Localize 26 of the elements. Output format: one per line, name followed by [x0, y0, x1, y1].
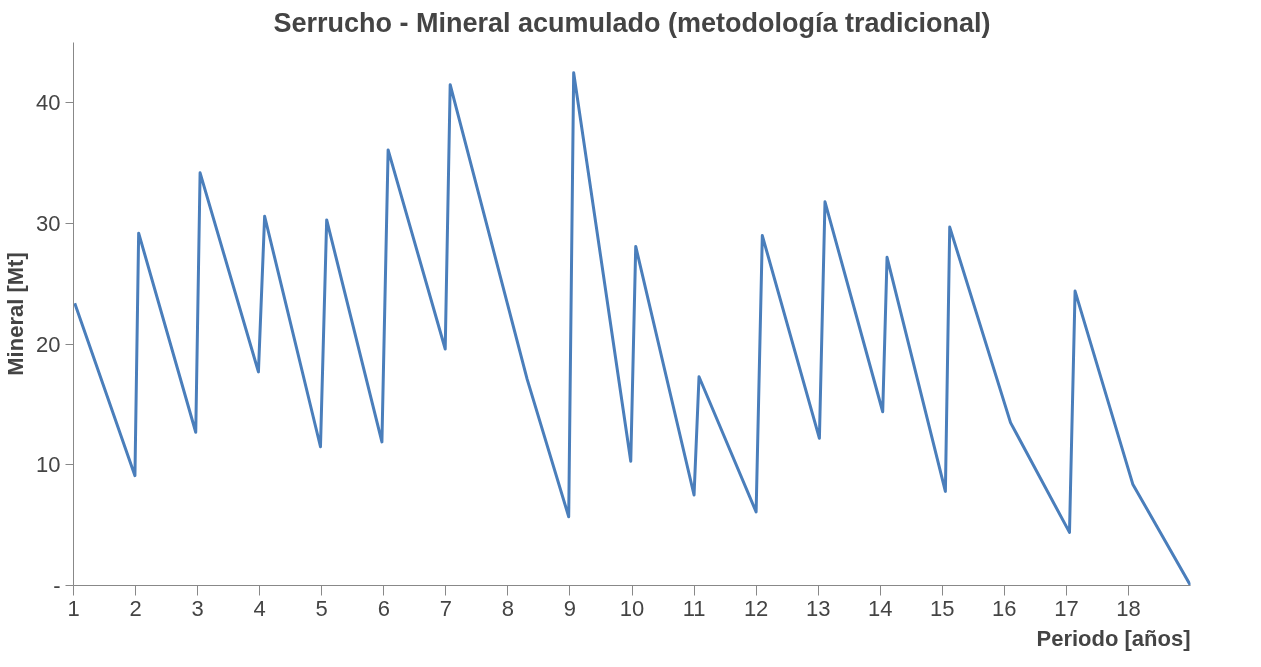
x-tick-label: 3	[191, 595, 204, 621]
y-axis-title: Mineral [Mt]	[3, 252, 29, 376]
x-tick-label: 6	[377, 595, 390, 621]
y-tick-label: 10	[36, 452, 61, 478]
x-tick-label: 5	[315, 595, 328, 621]
y-tick-label: -	[53, 573, 61, 598]
x-tick-label: 7	[439, 595, 452, 621]
x-tick-label: 4	[253, 595, 266, 621]
x-tick-label: 9	[563, 595, 577, 621]
x-tick-label: 14	[867, 595, 893, 621]
chart-title: Serrucho - Mineral acumulado (metodología tradicional)	[273, 7, 991, 38]
y-tick-label: 40	[36, 90, 61, 116]
x-axis-title: Periodo [años]	[1036, 625, 1191, 651]
x-tick-label: 10	[619, 595, 645, 621]
x-tick-label: 8	[501, 595, 515, 621]
x-tick-label: 17	[1054, 595, 1079, 621]
x-tick-label: 13	[805, 595, 831, 621]
x-tick-label: 16	[992, 595, 1017, 621]
x-tick-label: 18	[1116, 595, 1141, 621]
x-tick-label: 2	[129, 595, 142, 621]
y-tick-label: 30	[36, 211, 61, 236]
x-tick-label: 1	[67, 595, 80, 621]
x-tick-label: 12	[743, 595, 769, 621]
x-tick-label: 11	[682, 595, 706, 621]
x-tick-label: 15	[930, 595, 955, 621]
y-tick-label: 20	[36, 331, 61, 357]
